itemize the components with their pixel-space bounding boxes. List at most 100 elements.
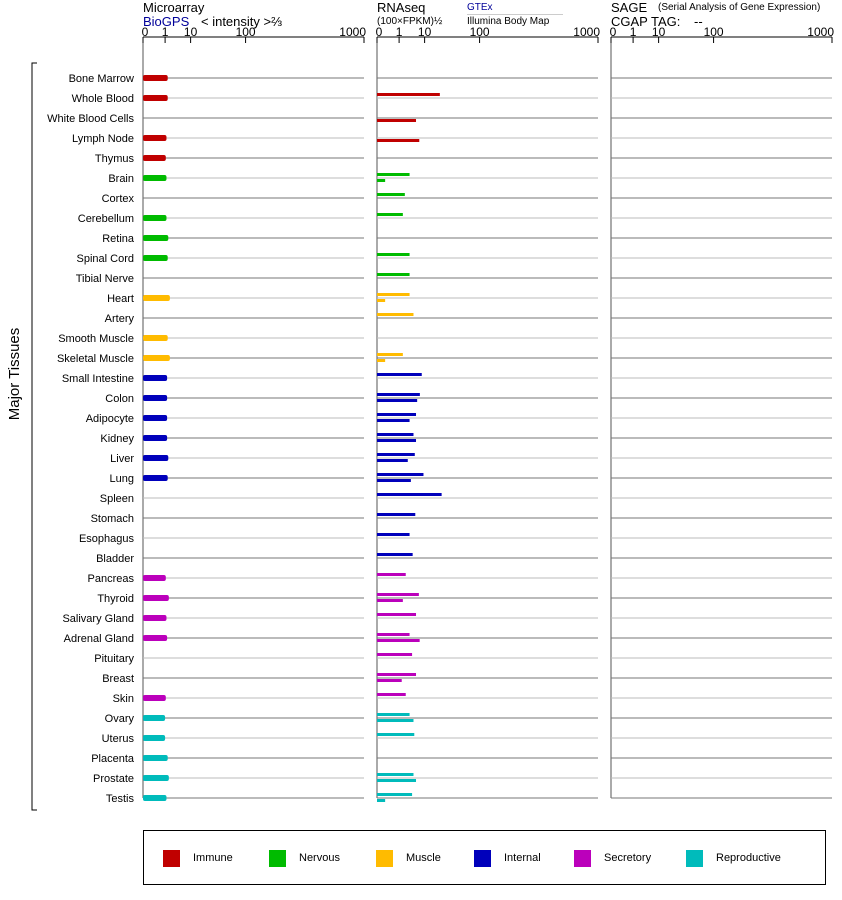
tissue-label: Artery [105,313,135,325]
tissue-label: Placenta [91,753,135,765]
bar-microarray [143,95,168,101]
bar-rnaseq-gtex [377,553,413,556]
bar-rnaseq-ibm [377,799,386,802]
bar-microarray [143,475,168,481]
microarray-unit: < intensity >⅔ [201,14,282,29]
bar-microarray [143,715,166,721]
bar-microarray [143,375,168,381]
tissue-label: Adipocyte [86,413,134,425]
bar-rnaseq-ibm [377,719,414,722]
tissue-label: Spleen [100,493,134,505]
bar-rnaseq-ibm [377,119,417,122]
tissue-label: Esophagus [79,533,135,545]
tissue-label: Thyroid [97,593,134,605]
bar-rnaseq-ibm [377,139,420,142]
bar-rnaseq-gtex [377,253,410,256]
tick-label-micro: 0 [142,25,149,39]
tick-label-sage: 100 [704,25,724,39]
legend-swatch [163,850,180,867]
rows-layer: Bone Marrow Whole Blood White Blood Cells L… [47,73,832,805]
legend-label: Immune [193,852,233,864]
tick-label-micro: 100 [236,25,256,39]
bar-rnaseq-gtex [377,93,440,96]
bar-rnaseq-gtex [377,453,415,456]
tick-label-sage: 10 [652,25,666,39]
bar-rnaseq-gtex [377,633,410,636]
legend-swatch [376,850,393,867]
bar-microarray [143,435,168,441]
bar-rnaseq-ibm [377,359,386,362]
tissue-label: Skeletal Muscle [57,353,134,365]
tissue-label: Brain [108,173,134,185]
bar-microarray [143,135,167,141]
gtex-link[interactable]: GTEx [467,2,493,13]
tissue-label: Bone Marrow [69,73,134,85]
sage-title-note: (Serial Analysis of Gene Expression) [658,2,821,13]
bar-rnaseq-gtex [377,393,420,396]
tick-label-rna: 0 [376,25,383,39]
bar-rnaseq-gtex [377,733,415,736]
tissue-label: Colon [105,393,134,405]
rnaseq-header-divider [467,14,563,15]
bar-rnaseq-ibm [377,479,411,482]
bar-rnaseq-gtex [377,433,414,436]
bar-rnaseq-gtex [377,473,424,476]
bar-rnaseq-gtex [377,653,413,656]
tissue-label: Lymph Node [72,133,134,145]
tissue-label: Adrenal Gland [64,633,134,645]
bar-rnaseq-ibm [377,679,402,682]
bar-rnaseq-gtex [377,793,413,796]
bar-rnaseq-gtex [377,193,405,196]
legend-label: Internal [504,852,541,864]
tick-label-sage: 1 [630,25,637,39]
sage-title: SAGE [611,0,648,15]
bar-rnaseq-ibm [377,459,408,462]
cgap-tag-label: CGAP TAG: [611,14,681,29]
legend-swatch [269,850,286,867]
tissue-label: Cerebellum [78,213,134,225]
tick-label-micro: 1000 [339,25,366,39]
bar-rnaseq-gtex [377,293,410,296]
bar-microarray [143,235,169,241]
bar-rnaseq-gtex [377,413,417,416]
tissue-label: Thymus [95,153,135,165]
bar-rnaseq-gtex [377,593,419,596]
bar-rnaseq-gtex [377,773,414,776]
bar-rnaseq-gtex [377,693,406,696]
legend-label: Reproductive [716,852,781,864]
bar-rnaseq-gtex [377,533,410,536]
bar-microarray [143,695,166,701]
bar-microarray [143,335,168,341]
microarray-title: Microarray [143,0,205,15]
tissue-label: Tibial Nerve [76,273,134,285]
tissue-label: Salivary Gland [62,613,134,625]
tissue-label: Ovary [105,713,135,725]
illumina-body-map-label: Illumina Body Map [467,16,550,27]
bar-microarray [143,395,168,401]
biogps-link[interactable]: BioGPS [143,14,190,29]
bar-rnaseq-gtex [377,273,410,276]
legend-label: Nervous [299,852,340,864]
legend-label: Muscle [406,852,441,864]
tissue-label: Pancreas [88,573,135,585]
bars-layer [143,75,442,802]
bar-rnaseq-ibm [377,639,420,642]
tissue-label: Uterus [102,733,135,745]
tissue-label: Skin [113,693,134,705]
y-axis-label: Major Tissues [6,328,23,421]
bar-microarray [143,295,170,301]
bar-rnaseq-ibm [377,779,417,782]
bar-microarray [143,575,166,581]
tick-label-sage: 1000 [807,25,834,39]
tick-label-rna: 100 [470,25,490,39]
tissue-label: Prostate [93,773,134,785]
bar-rnaseq-gtex [377,613,417,616]
bar-rnaseq-gtex [377,373,422,376]
tick-label-sage: 0 [610,25,617,39]
tissue-label: Bladder [96,553,134,565]
tissue-label: Breast [102,673,134,685]
legend-label: Secretory [604,852,652,864]
bar-rnaseq-ibm [377,399,418,402]
bar-rnaseq-gtex [377,213,403,216]
